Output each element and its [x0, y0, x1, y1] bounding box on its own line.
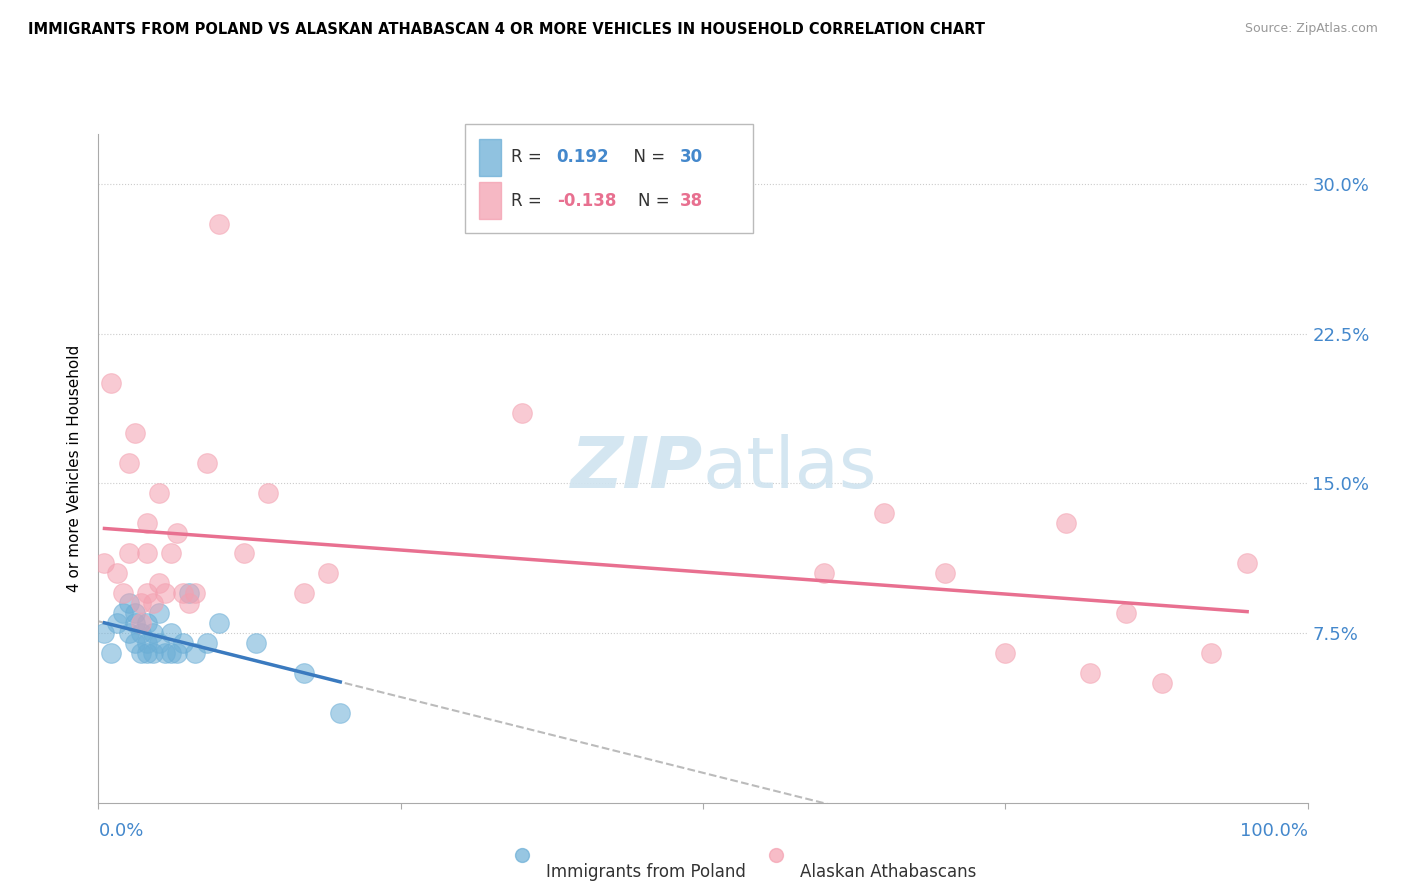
Point — [111, 606, 134, 620]
Point — [129, 616, 152, 631]
Text: R =: R = — [510, 148, 547, 166]
Point — [148, 606, 170, 620]
Point — [129, 646, 152, 660]
Point — [105, 616, 128, 631]
Point — [184, 586, 207, 600]
Point — [160, 626, 183, 640]
Point — [172, 586, 194, 600]
Point — [129, 596, 152, 610]
Point — [160, 646, 183, 660]
Point — [232, 546, 254, 560]
Point — [124, 606, 146, 620]
Point — [292, 665, 315, 680]
Point — [142, 596, 165, 610]
Point — [142, 646, 165, 660]
Text: R =: R = — [510, 192, 547, 210]
Point — [111, 586, 134, 600]
Point — [510, 406, 533, 420]
Point — [124, 636, 146, 650]
Y-axis label: 4 or more Vehicles in Household: 4 or more Vehicles in Household — [67, 344, 83, 592]
Point — [195, 456, 218, 470]
FancyBboxPatch shape — [479, 139, 501, 176]
Point — [118, 456, 141, 470]
Text: ZIP: ZIP — [571, 434, 703, 503]
Text: IMMIGRANTS FROM POLAND VS ALASKAN ATHABASCAN 4 OR MORE VEHICLES IN HOUSEHOLD COR: IMMIGRANTS FROM POLAND VS ALASKAN ATHABA… — [28, 22, 986, 37]
Point — [934, 566, 956, 581]
Text: 0.192: 0.192 — [557, 148, 609, 166]
FancyBboxPatch shape — [465, 125, 752, 234]
Text: Source: ZipAtlas.com: Source: ZipAtlas.com — [1244, 22, 1378, 36]
Point — [135, 516, 157, 531]
Point — [172, 636, 194, 650]
Point — [208, 616, 231, 631]
Point — [292, 586, 315, 600]
Text: 0.0%: 0.0% — [98, 822, 143, 839]
Point — [166, 526, 188, 541]
Point — [166, 646, 188, 660]
Point — [100, 646, 122, 660]
Point — [184, 646, 207, 660]
Point — [129, 626, 152, 640]
Point — [256, 486, 278, 500]
Point — [153, 586, 176, 600]
Point — [873, 506, 896, 520]
Point — [135, 616, 157, 631]
Point — [135, 636, 157, 650]
Point — [148, 636, 170, 650]
Point — [1236, 556, 1258, 570]
Point — [135, 646, 157, 660]
Text: 100.0%: 100.0% — [1240, 822, 1308, 839]
Point — [1115, 606, 1137, 620]
Point — [329, 706, 352, 720]
Point — [1054, 516, 1077, 531]
Point — [142, 626, 165, 640]
Point — [118, 546, 141, 560]
Point — [1078, 665, 1101, 680]
Text: Alaskan Athabascans: Alaskan Athabascans — [800, 863, 976, 881]
Point — [160, 546, 183, 560]
Point — [1152, 676, 1174, 690]
Point — [195, 636, 218, 650]
Text: 30: 30 — [681, 148, 703, 166]
FancyBboxPatch shape — [479, 182, 501, 219]
Point — [179, 586, 201, 600]
Point — [118, 626, 141, 640]
Text: 38: 38 — [681, 192, 703, 210]
Point — [994, 646, 1017, 660]
Point — [179, 596, 201, 610]
Text: atlas: atlas — [703, 434, 877, 503]
Point — [124, 616, 146, 631]
Text: N =: N = — [623, 148, 671, 166]
Point — [118, 596, 141, 610]
Text: -0.138: -0.138 — [557, 192, 616, 210]
Point — [135, 546, 157, 560]
Point — [93, 556, 115, 570]
Point — [148, 576, 170, 591]
Point — [124, 426, 146, 441]
Point — [316, 566, 339, 581]
Text: Immigrants from Poland: Immigrants from Poland — [546, 863, 745, 881]
Point — [208, 217, 231, 231]
Point — [93, 626, 115, 640]
Point — [245, 636, 267, 650]
Point — [153, 646, 176, 660]
Text: N =: N = — [638, 192, 675, 210]
Point — [100, 376, 122, 391]
Point — [105, 566, 128, 581]
Point — [813, 566, 835, 581]
Point — [148, 486, 170, 500]
Point — [135, 586, 157, 600]
Point — [1199, 646, 1222, 660]
